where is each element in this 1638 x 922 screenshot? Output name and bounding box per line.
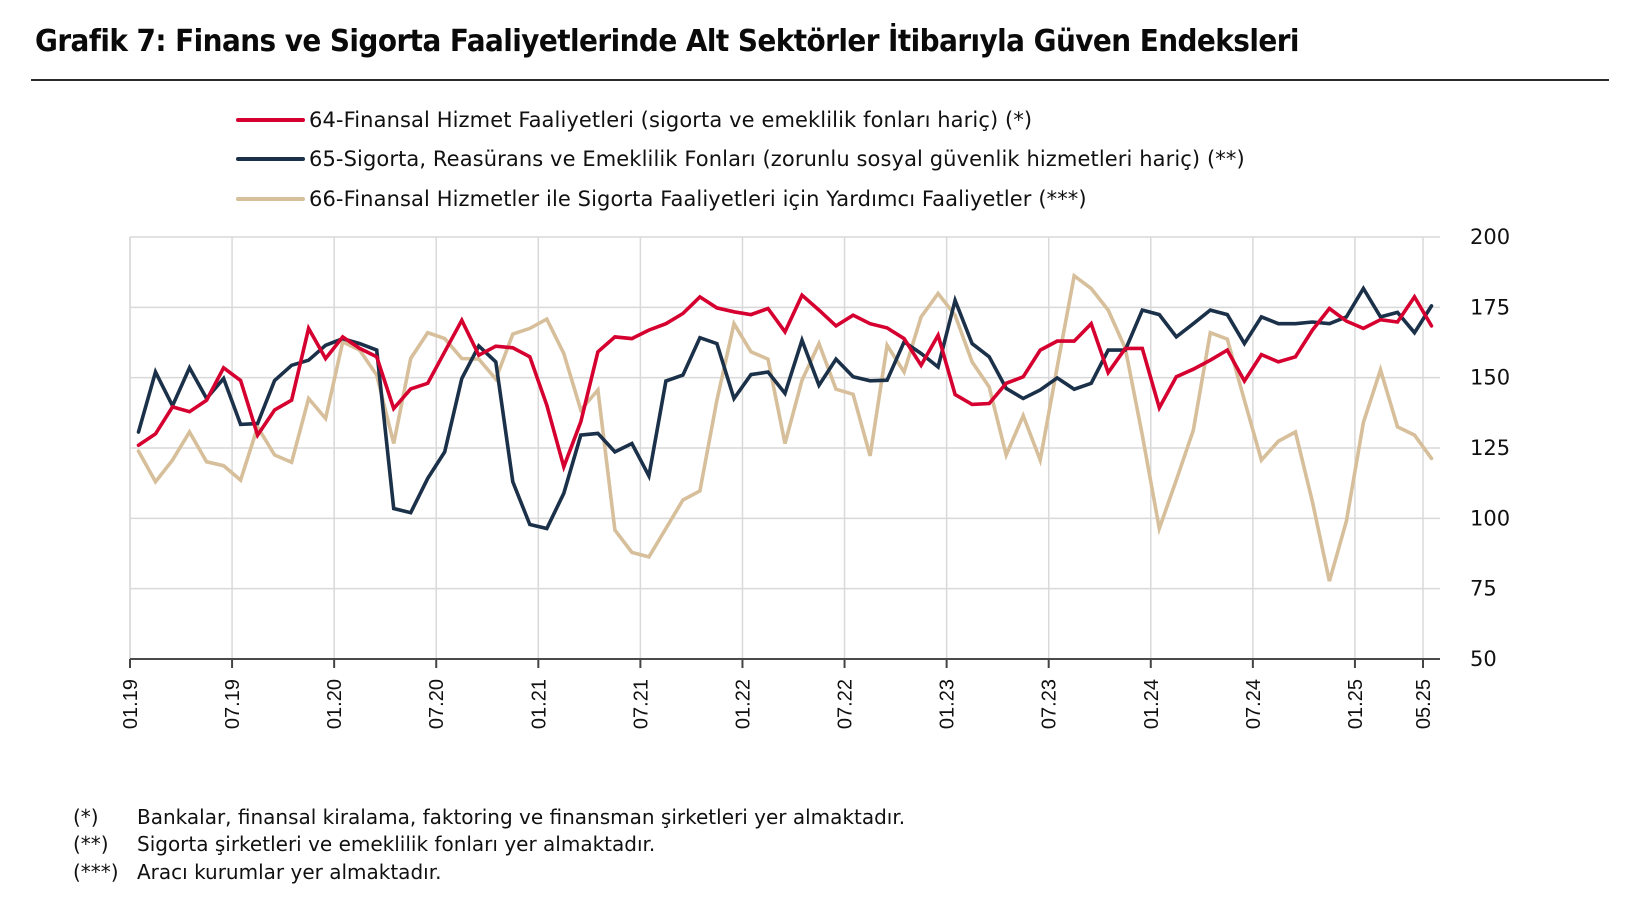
legend: 64-Finansal Hizmet Faaliyetleri (sigorta… — [236, 100, 1245, 219]
legend-item-series-65: 65-Sigorta, Reasürans ve Emeklilik Fonla… — [236, 140, 1245, 180]
legend-label: 66-Finansal Hizmetler ile Sigorta Faaliy… — [309, 186, 1087, 211]
legend-item-series-64: 64-Finansal Hizmet Faaliyetleri (sigorta… — [236, 100, 1245, 140]
x-tick-label: 01.25 — [1345, 679, 1367, 729]
x-tick-label: 01.24 — [1141, 679, 1163, 729]
series-line-66 — [136, 272, 1434, 582]
footnote: (*) Bankalar, finansal kiralama, faktori… — [73, 803, 905, 831]
chart-title: Grafik 7: Finans ve Sigorta Faaliyetleri… — [35, 24, 1299, 59]
legend-swatch — [236, 196, 305, 201]
legend-label: 65-Sigorta, Reasürans ve Emeklilik Fonla… — [309, 147, 1245, 172]
y-tick-label: 125 — [1470, 436, 1510, 460]
title-divider — [31, 79, 1609, 81]
y-tick-label: 75 — [1470, 577, 1497, 601]
y-tick-label: 150 — [1470, 366, 1510, 390]
x-tick-label: 01.22 — [732, 679, 754, 729]
footnote-text: Sigorta şirketleri ve emeklilik fonları … — [137, 832, 656, 857]
x-axis-labels: 01.19 07.19 01.20 07.20 01.21 07.21 01.22 07.22… — [120, 679, 1435, 729]
x-tick-label: 01.23 — [937, 679, 959, 729]
series-lines — [136, 272, 1434, 582]
legend-item-series-66: 66-Finansal Hizmetler ile Sigorta Faaliy… — [236, 179, 1245, 219]
footnote-mark: (***) — [73, 859, 119, 884]
y-tick-label: 50 — [1470, 647, 1497, 671]
legend-swatch — [236, 117, 305, 122]
x-tick-label: 07.21 — [630, 679, 652, 729]
footnote-text: Bankalar, finansal kiralama, faktoring v… — [137, 804, 906, 829]
legend-label: 64-Finansal Hizmet Faaliyetleri (sigorta… — [309, 107, 1033, 132]
x-tick-label: 07.20 — [426, 679, 448, 729]
x-tick-label: 01.21 — [528, 679, 550, 729]
gridlines — [129, 236, 1440, 659]
x-axis — [129, 658, 1440, 668]
y-axis-labels: 50 75 100 125 150 175 200 — [1470, 225, 1510, 671]
x-tick-label: 05.25 — [1413, 679, 1435, 729]
footnote: (***) Aracı kurumlar yer almaktadır. — [73, 858, 905, 886]
footnote-mark: (*) — [73, 804, 99, 829]
y-tick-label: 100 — [1470, 506, 1510, 530]
x-tick-label: 07.24 — [1243, 679, 1265, 729]
x-tick-label: 07.19 — [222, 679, 244, 729]
footnote: (**) Sigorta şirketleri ve emeklilik fon… — [73, 831, 905, 859]
footnote-text: Aracı kurumlar yer almaktadır. — [137, 859, 442, 884]
series-line-64 — [136, 292, 1434, 473]
footnotes: (*) Bankalar, finansal kiralama, faktori… — [73, 803, 905, 886]
x-tick-label: 01.20 — [324, 679, 346, 729]
legend-swatch — [236, 157, 305, 162]
x-tick-label: 07.22 — [835, 679, 857, 729]
x-tick-label: 01.19 — [120, 679, 142, 729]
footnote-mark: (**) — [73, 832, 109, 857]
x-tick-label: 07.23 — [1039, 679, 1061, 729]
series-line-65 — [136, 285, 1434, 531]
y-tick-label: 175 — [1470, 295, 1510, 319]
y-tick-label: 200 — [1470, 225, 1510, 249]
